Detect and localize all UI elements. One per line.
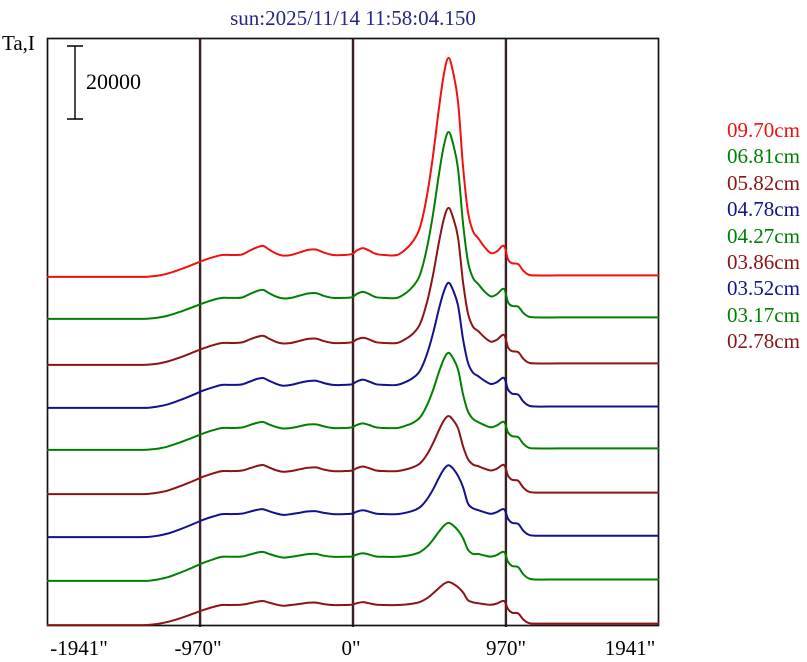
scan-trace-09.70cm <box>46 56 659 278</box>
scan-trace-04.78cm <box>47 281 659 409</box>
wavelength-legend: 09.70cm 06.81cm 05.82cm 04.78cm 04.27cm 03.86… <box>727 117 800 355</box>
legend-item: 03.17cm <box>727 302 800 327</box>
x-tick-label-0: 0" <box>341 636 361 660</box>
y-axis-label: Ta,I <box>2 31 35 55</box>
x-tick-label-neg970: -970" <box>174 636 222 660</box>
scan-trace-04.27cm <box>47 351 659 451</box>
legend-item: 05.82cm <box>727 170 800 195</box>
intensity-scale-bar <box>67 45 83 120</box>
scan-trace-03.17cm <box>46 521 659 582</box>
legend-item: 03.52cm <box>727 276 800 301</box>
plot-frame <box>46 37 660 627</box>
scale-bar-value-label: 20000 <box>86 69 141 94</box>
scan-trace-03.52cm <box>47 464 659 539</box>
scan-trace-05.82cm <box>46 206 659 366</box>
legend-item: 04.27cm <box>727 223 800 248</box>
x-tick-label-neg1941: -1941" <box>50 636 108 660</box>
scan-trace-02.78cm <box>47 581 659 627</box>
scan-trace-06.81cm <box>47 131 659 320</box>
x-tick-label-1941: 1941" <box>604 636 656 660</box>
scan-trace-03.86cm <box>47 415 659 496</box>
legend-item: 03.86cm <box>727 250 800 275</box>
legend-item: 02.78cm <box>727 329 800 354</box>
legend-item: 06.81cm <box>727 144 800 169</box>
legend-item: 09.70cm <box>727 118 800 142</box>
x-tick-label-970: 970" <box>485 636 527 660</box>
chart-title: sun:2025/11/14 11:58:04.150 <box>230 6 476 30</box>
legend-item: 04.78cm <box>727 197 800 222</box>
